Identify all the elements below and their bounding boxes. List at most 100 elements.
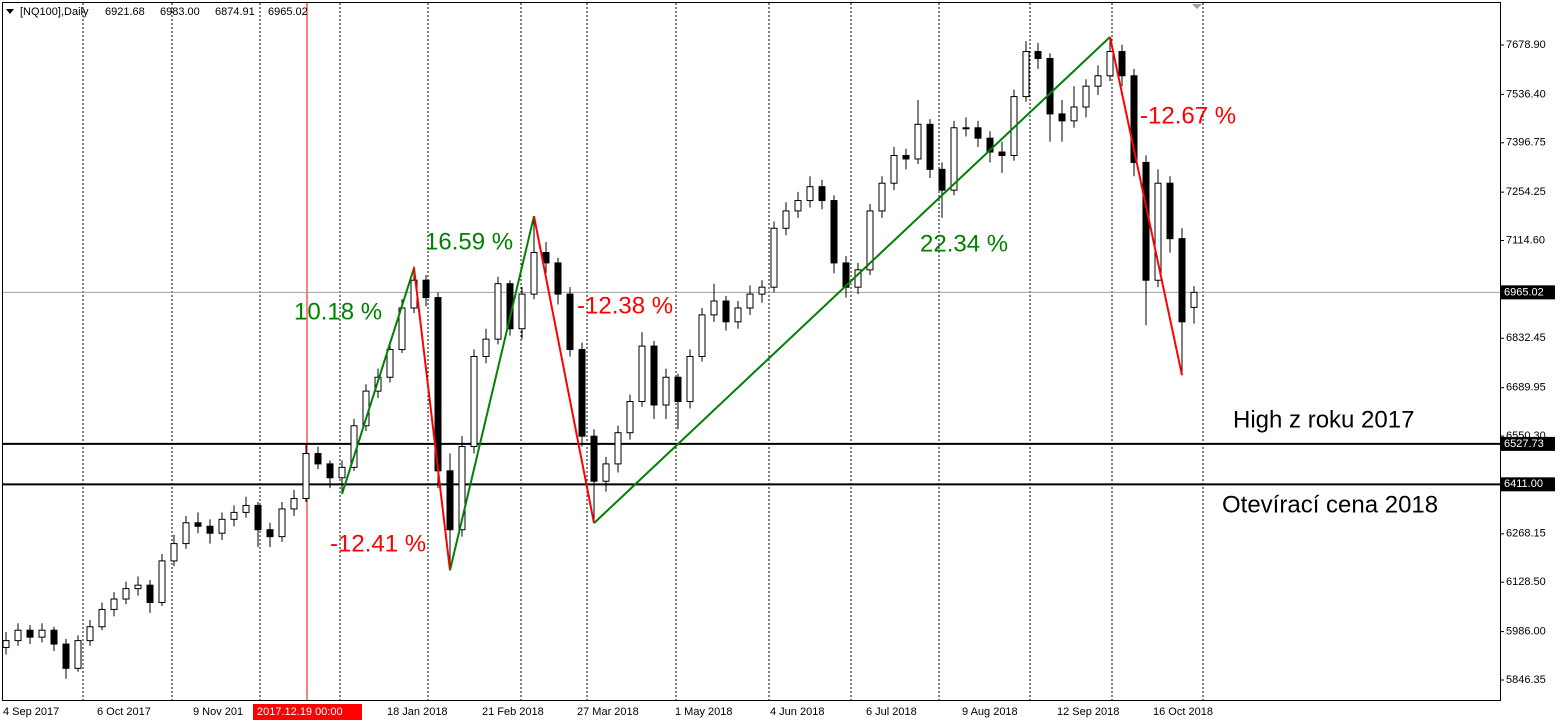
shift-marker — [1192, 4, 1202, 9]
candle-body — [254, 504, 262, 531]
candle-body — [1058, 113, 1066, 122]
candle-body — [242, 504, 250, 513]
candle-body — [806, 186, 814, 202]
annotation: High z roku 2017 — [1233, 406, 1414, 433]
candle-body — [206, 525, 214, 534]
candle-body — [614, 432, 622, 465]
header-value: 6983.00 — [160, 6, 200, 18]
y-tick-label: 6689.95 — [1506, 382, 1546, 394]
price-label: 6965.02 — [1504, 286, 1544, 298]
x-tick-label: 9 Nov 201 — [193, 706, 243, 718]
candle-body — [998, 151, 1006, 156]
candle-body — [1022, 51, 1030, 98]
y-tick-label: 7114.60 — [1506, 234, 1545, 246]
plot-frame — [2, 2, 1501, 701]
candle-body — [1106, 51, 1114, 77]
header-value: 6874.91 — [215, 6, 255, 18]
x-tick-label: 4 Jun 2018 — [770, 706, 824, 718]
candle-body — [1190, 291, 1198, 308]
trend-label: -12.41 % — [330, 530, 426, 557]
candle-body — [266, 529, 274, 538]
candle-body — [566, 293, 574, 351]
candle-body — [962, 127, 970, 130]
candle-body — [1046, 57, 1054, 115]
candle-body — [314, 452, 322, 465]
y-tick-label: 6832.45 — [1506, 332, 1546, 344]
x-tick-label: 21 Feb 2018 — [482, 706, 544, 718]
candle-body — [278, 508, 286, 538]
price-label-box — [1501, 477, 1555, 492]
candle-body — [746, 293, 754, 309]
cursor-label: 2017.12.19 00:00 — [257, 706, 343, 718]
trend-line — [341, 267, 415, 495]
candle-body — [950, 127, 958, 191]
candle-body — [1118, 51, 1126, 77]
candle-body — [50, 629, 58, 645]
price-label-box — [1501, 285, 1555, 300]
candle-body — [1082, 85, 1090, 108]
candle-body — [146, 584, 154, 603]
candle-body — [1142, 161, 1150, 281]
candle-body — [686, 355, 694, 403]
x-tick-label: 1 May 2018 — [675, 706, 732, 718]
trend-label: 10.18 % — [294, 298, 382, 325]
price-label-box — [1501, 436, 1555, 451]
candle-body — [710, 300, 718, 316]
candle-body — [662, 376, 670, 406]
candle-body — [338, 466, 346, 479]
x-tick-label: 9 Aug 2018 — [962, 706, 1018, 718]
candle-body — [674, 376, 682, 403]
candle-body — [914, 123, 922, 160]
candle-body — [446, 470, 454, 531]
candle-body — [878, 182, 886, 212]
header-symbol: [NQ100],Daily — [20, 6, 89, 18]
price-label: 6527.73 — [1504, 438, 1544, 450]
y-tick-label: 7396.75 — [1506, 137, 1546, 149]
candle-body — [14, 629, 22, 642]
candle-body — [902, 154, 910, 160]
vertical-grid — [82, 3, 1204, 700]
candle-body — [842, 262, 850, 288]
header-value: 6921.68 — [105, 6, 145, 18]
candle-body — [782, 210, 790, 229]
candle-body — [422, 279, 430, 299]
candle-body — [698, 314, 706, 357]
candle-body — [1010, 96, 1018, 156]
candle-body — [290, 498, 298, 510]
y-tick-label: 6268.15 — [1506, 528, 1546, 540]
candle-body — [86, 626, 94, 642]
annotation: Otevírací cena 2018 — [1222, 491, 1438, 518]
candle-body — [530, 252, 538, 295]
trend-line — [593, 36, 1111, 524]
trend-line — [533, 215, 595, 524]
candle-body — [1094, 75, 1102, 87]
candle-body — [770, 227, 778, 288]
candle-body — [986, 137, 994, 153]
candle-body — [218, 518, 226, 534]
trend-label: 22.34 % — [920, 230, 1008, 257]
trend-line — [413, 267, 451, 571]
candle-body — [1130, 75, 1138, 163]
menu-triangle[interactable] — [6, 9, 14, 14]
y-tick-label: 5846.35 — [1506, 674, 1546, 686]
trend-label: 16.59 % — [425, 228, 513, 255]
cursor-label-box — [253, 704, 362, 720]
y-tick-label: 7536.40 — [1506, 88, 1546, 100]
candle-body — [470, 355, 478, 448]
header-value: 6965.02 — [268, 6, 308, 18]
x-tick-label: 6 Jul 2018 — [866, 706, 917, 718]
candle-body — [866, 210, 874, 271]
candle-body — [98, 608, 106, 628]
candle-body — [590, 435, 598, 482]
candle-body — [38, 629, 46, 638]
candle-body — [794, 200, 802, 212]
candle-body — [626, 401, 634, 434]
candle-body — [650, 345, 658, 406]
candle-body — [758, 286, 766, 295]
candle-body — [458, 446, 466, 531]
trend-line — [449, 215, 535, 571]
candle-body — [122, 588, 130, 600]
candle-body — [74, 640, 82, 669]
candle-body — [194, 522, 202, 527]
candle-body — [134, 584, 142, 590]
